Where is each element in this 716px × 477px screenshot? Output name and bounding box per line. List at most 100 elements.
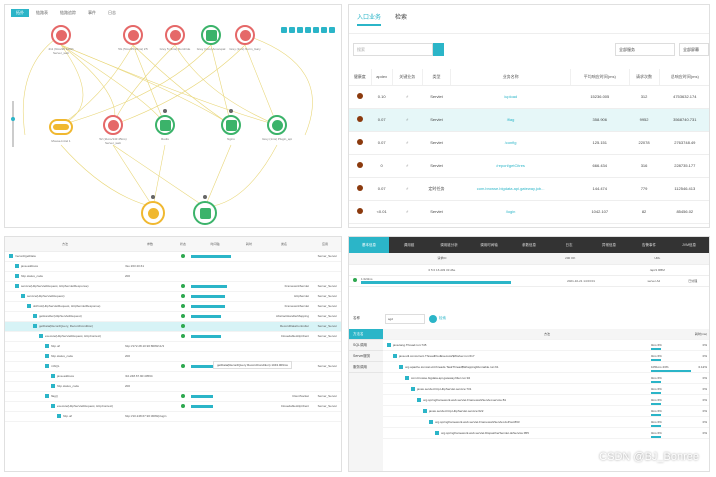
expand-icon[interactable] (51, 404, 55, 409)
tab-search[interactable]: 检索 (395, 15, 408, 21)
detail-tab[interactable]: 异常信息 (602, 243, 616, 247)
mq-node[interactable] (49, 119, 73, 135)
tree-row[interactable]: org.springframework.web.servlet.Framewor… (383, 395, 709, 406)
detail-tab[interactable]: 调用链 (403, 243, 415, 247)
expand-icon[interactable] (33, 314, 37, 319)
expand-icon[interactable] (9, 254, 13, 259)
tree-row[interactable]: org.springframework.web.servlet.Dispatch… (383, 428, 709, 439)
detail-tab[interactable]: 调用时间轴 (480, 243, 498, 247)
key-icon[interactable]: ♂ (392, 177, 423, 201)
tab-trace-table[interactable]: 链路表 (36, 10, 48, 15)
expand-icon[interactable] (45, 354, 49, 359)
side-item-sql[interactable]: SQL调用 (349, 340, 383, 351)
key-icon[interactable]: ♂ (392, 85, 423, 109)
tree-row[interactable]: java.lang.Thread.run:745 0ms 6% 0% (383, 340, 709, 351)
expand-icon[interactable] (387, 343, 391, 348)
detail-tab[interactable]: JVM信息 (682, 243, 696, 247)
tree-row[interactable]: javax.servlet.http.HttpServlet.service:6… (383, 406, 709, 417)
expand-icon[interactable] (15, 264, 19, 269)
business-link[interactable]: /flag (450, 108, 571, 132)
detail-tab[interactable]: 调用链分析 (440, 243, 458, 247)
business-link[interactable]: com.browse.bigdata.api.gateway.job... (450, 177, 571, 201)
zoom-out-icon[interactable] (289, 27, 295, 33)
search-link[interactable]: 检索 (439, 316, 446, 320)
trace-row[interactable]: flag() ClientSocket Server_Server (5, 391, 341, 402)
expand-icon[interactable] (429, 420, 433, 425)
screen-button[interactable]: 全部屏幕 (679, 43, 709, 56)
tree-row[interactable]: com.browse.bigdata.api.gateway.filter.ru… (383, 373, 709, 384)
expand-icon[interactable] (393, 354, 397, 359)
expand-icon[interactable] (27, 304, 31, 309)
zoom-slider[interactable] (11, 101, 15, 147)
tree-row[interactable]: org.apache.tomcat.util.threads.TaskThrea… (383, 362, 709, 373)
col-avg[interactable]: 平均响应时间(ms) (570, 69, 630, 86)
business-link[interactable]: /upload (450, 85, 571, 109)
fit-icon[interactable] (297, 27, 303, 33)
expand-icon[interactable] (435, 431, 439, 436)
expand-icon[interactable] (51, 374, 55, 379)
trace-row[interactable]: /record/getData Server_Server (5, 251, 341, 262)
side-item-server[interactable]: Server服务 (349, 351, 383, 362)
service-node-2[interactable] (123, 25, 143, 45)
layout-icon[interactable] (305, 27, 311, 33)
fullscreen-icon[interactable] (329, 27, 335, 33)
side-item-service[interactable]: 服务调用 (349, 362, 383, 373)
col-total[interactable]: 总响应时间(ms) (659, 69, 709, 86)
db-node-1[interactable] (141, 201, 165, 225)
filter-input[interactable]: sgd (385, 314, 425, 324)
trace-row[interactable]: java.address/Go 263 20.61 (5, 261, 341, 272)
col-apdex[interactable]: apdex (371, 69, 393, 86)
service-select[interactable]: 全部服务 (615, 43, 675, 56)
expand-icon[interactable] (15, 284, 19, 289)
service-node-6[interactable] (103, 115, 123, 135)
service-node-1[interactable] (51, 25, 71, 45)
key-icon[interactable]: ♂ (392, 108, 423, 132)
search-icon[interactable] (429, 315, 437, 323)
trace-row[interactable]: getData(RecordQuery, RecordCondition) Rec… (5, 321, 341, 332)
nginx-node[interactable] (221, 115, 241, 135)
service-node-3[interactable] (165, 25, 185, 45)
expand-icon[interactable] (417, 398, 421, 403)
expand-icon[interactable] (33, 324, 37, 329)
key-icon[interactable]: ♂ (392, 154, 423, 178)
table-row[interactable]: 0.07 ♂ Servlet/config 125.151 22078 2763748.4… (349, 131, 709, 155)
tab-trace-track[interactable]: 链路追踪 (60, 10, 76, 15)
detail-tab[interactable]: 告警事件 (642, 243, 656, 247)
expand-icon[interactable] (423, 409, 427, 414)
expand-icon[interactable] (45, 364, 49, 369)
business-link[interactable]: /login (450, 200, 571, 224)
search-button[interactable] (433, 43, 444, 56)
business-link[interactable]: /report/getCitres (450, 154, 571, 178)
table-row[interactable]: 0.07 ♂ 定时任务 com.browse.bigdata.api.gateway.… (349, 177, 709, 201)
tree-row[interactable]: java.util.concurrent.ThreadPoolExecutor$… (383, 351, 709, 362)
trace-row[interactable]: doPost(HttpServletRequest, HttpServletRe… (5, 301, 341, 312)
tree-row[interactable]: org.springframework.web.servlet.Framewor… (383, 417, 709, 428)
tree-row[interactable]: javax.servlet.http.HttpServlet.service:7… (383, 384, 709, 395)
download-icon[interactable] (321, 27, 327, 33)
search-input[interactable]: 搜索 (353, 43, 433, 56)
detail-tab[interactable]: 日志 (565, 243, 573, 247)
detail-tab[interactable]: 参数信息 (522, 243, 536, 247)
service-node-4[interactable] (201, 25, 221, 45)
expand-icon[interactable] (51, 384, 55, 389)
side-item-method[interactable]: 方法名 (349, 329, 383, 340)
expand-icon[interactable] (45, 344, 49, 349)
table-row[interactable]: 0.10 ♂ Servlet/upload 15236.005 312 4753632.1… (349, 85, 709, 109)
trace-row[interactable]: execute(HttpServletRequest, HttpContext)… (5, 401, 341, 412)
refresh-icon[interactable] (313, 27, 319, 33)
expand-icon[interactable] (57, 414, 61, 419)
tab-entry-business[interactable]: 入口业务 (357, 12, 382, 26)
expand-icon[interactable] (39, 334, 43, 339)
trace-row[interactable]: http.status_code 200 (5, 381, 341, 392)
table-row[interactable]: <0.01 ♂ Servlet/login 1042.107 82 85456.02 (349, 200, 709, 224)
col-name[interactable]: 业务名称 (450, 69, 572, 86)
expand-icon[interactable] (411, 387, 415, 392)
business-link[interactable]: /config (450, 131, 571, 155)
db-node-2[interactable] (193, 201, 217, 225)
col-key[interactable]: 关键业务 (392, 69, 423, 86)
tab-topology[interactable]: 拓扑 (11, 9, 29, 17)
trace-row[interactable]: getHandler(HttpServletRequest) AbstractHa… (5, 311, 341, 322)
expand-icon[interactable] (15, 274, 19, 279)
trace-row[interactable]: execute(HttpServletRequest, HttpContext)… (5, 331, 341, 342)
col-count[interactable]: 请求次数 (629, 69, 660, 86)
